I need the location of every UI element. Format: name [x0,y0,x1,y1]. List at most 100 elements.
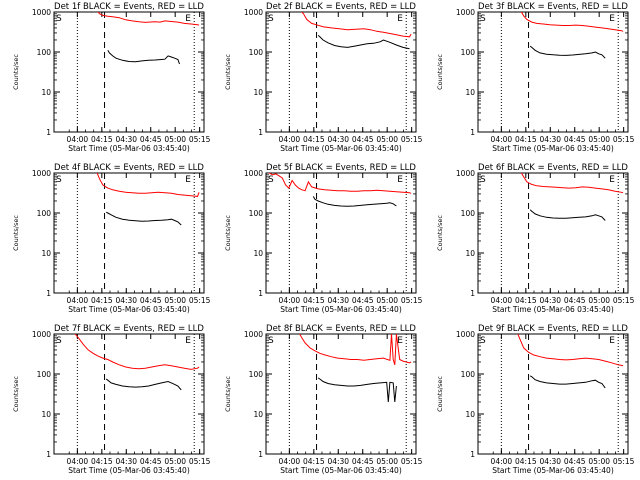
chart-title: Det 7f BLACK = Events, RED = LLD [54,324,204,334]
y-tick-label: 10 [253,249,263,258]
detector-panel-2: Det 2f BLACK = Events, RED = LLD 1 10 100 10… [224,2,423,153]
y-tick-label: 1000 [456,8,475,17]
plot-frame [477,172,629,294]
y-tick-label: 1000 [32,8,51,17]
y-axis-label: Counts/sec [12,54,20,90]
series-line-red [301,12,412,38]
corner-label-start: S [268,336,274,346]
plot-frame [265,11,417,133]
y-axis-label: Counts/sec [12,376,20,412]
corner-label-end: E [397,175,403,185]
y-tick-label: 100 [461,48,476,57]
x-tick-label: 04:45 [140,296,162,305]
x-tick-label: 04:15 [515,296,537,305]
y-tick-label: 1 [46,450,51,459]
plot-frame [265,333,417,455]
x-tick-label: 05:00 [376,296,398,305]
series-line-red [299,334,412,365]
detector-panel-6: Det 6f BLACK = Events, RED = LLD 1 10 100 10… [436,163,635,314]
x-tick-label: 05:15 [613,457,635,466]
x-tick-label: 05:15 [189,296,211,305]
y-tick-label: 10 [41,249,51,258]
x-tick-label: 04:00 [279,457,301,466]
series-group [517,334,624,389]
chart-title: Det 5f BLACK = Events, RED = LLD [266,163,416,173]
x-tick-label: 04:15 [515,457,537,466]
y-tick-label: 10 [253,410,263,419]
y-axis-label: Counts/sec [436,54,444,90]
series-line-black [105,211,182,226]
corner-label-start: S [56,175,62,185]
series-line-black [529,375,606,389]
chart-title: Det 1f BLACK = Events, RED = LLD [54,2,204,12]
x-tick-label: 04:00 [491,296,513,305]
corner-label-start: S [480,336,486,346]
x-tick-label: 04:30 [539,135,561,144]
plot-frame [53,333,205,455]
corner-label-start: S [480,14,486,24]
y-axis-label: Counts/sec [436,376,444,412]
y-tick-label: 10 [465,88,475,97]
x-axis-label: Start Time (05-Mar-06 03:45:40) [492,305,614,314]
y-tick-label: 10 [41,410,51,419]
x-tick-label: 05:00 [588,296,610,305]
x-tick-label: 04:45 [352,135,374,144]
detector-panel-3: Det 3f BLACK = Events, RED = LLD 1 10 100 10… [436,2,635,153]
x-axis-label: Start Time (05-Mar-06 03:45:40) [280,466,402,475]
x-tick-label: 04:45 [352,457,374,466]
y-tick-label: 10 [465,249,475,258]
x-tick-label: 05:00 [376,135,398,144]
y-tick-label: 10 [41,88,51,97]
x-tick-label: 05:00 [588,457,610,466]
series-line-red [97,12,200,26]
plot-frame [477,11,629,133]
x-tick-label: 04:00 [67,135,89,144]
x-tick-label: 04:15 [91,457,113,466]
x-axis-label: Start Time (05-Mar-06 03:45:40) [280,305,402,314]
plot-frame [53,11,205,133]
x-tick-label: 05:15 [401,296,423,305]
y-tick-label: 100 [249,370,264,379]
series-line-black [312,196,397,207]
series-line-red [520,173,624,194]
y-tick-label: 1 [46,289,51,298]
y-tick-label: 100 [461,209,476,218]
x-tick-label: 05:00 [164,296,186,305]
y-tick-label: 100 [37,209,52,218]
y-tick-label: 1000 [32,169,51,178]
series-group [520,12,624,59]
x-tick-label: 04:00 [279,296,301,305]
corner-label-end: E [609,14,615,24]
chart-title: Det 9f BLACK = Events, RED = LLD [478,324,628,334]
corner-label-end: E [397,14,403,24]
y-axis-label: Counts/sec [224,215,232,251]
x-tick-label: 05:00 [164,135,186,144]
plot-frame [477,333,629,455]
series-group [299,334,412,403]
corner-label-end: E [185,14,191,24]
series-group [520,173,624,221]
series-line-black [529,209,606,221]
y-tick-label: 1 [258,289,263,298]
x-tick-label: 04:45 [564,457,586,466]
x-tick-label: 04:00 [279,135,301,144]
corner-label-start: S [268,14,274,24]
x-tick-label: 04:45 [140,135,162,144]
y-tick-label: 100 [37,370,52,379]
x-tick-label: 05:00 [376,457,398,466]
y-tick-label: 100 [461,370,476,379]
y-tick-label: 100 [249,209,264,218]
x-tick-label: 04:30 [115,296,137,305]
x-axis-label: Start Time (05-Mar-06 03:45:40) [68,466,190,475]
x-axis-label: Start Time (05-Mar-06 03:45:40) [492,144,614,153]
chart-title: Det 4f BLACK = Events, RED = LLD [54,163,204,173]
y-tick-label: 1 [46,128,51,137]
series-line-red [74,334,200,370]
x-tick-label: 04:30 [539,457,561,466]
y-tick-label: 1 [470,289,475,298]
x-tick-label: 04:45 [564,135,586,144]
y-tick-label: 1000 [32,330,51,339]
series-line-red [96,173,200,197]
plot-frame [53,172,205,294]
